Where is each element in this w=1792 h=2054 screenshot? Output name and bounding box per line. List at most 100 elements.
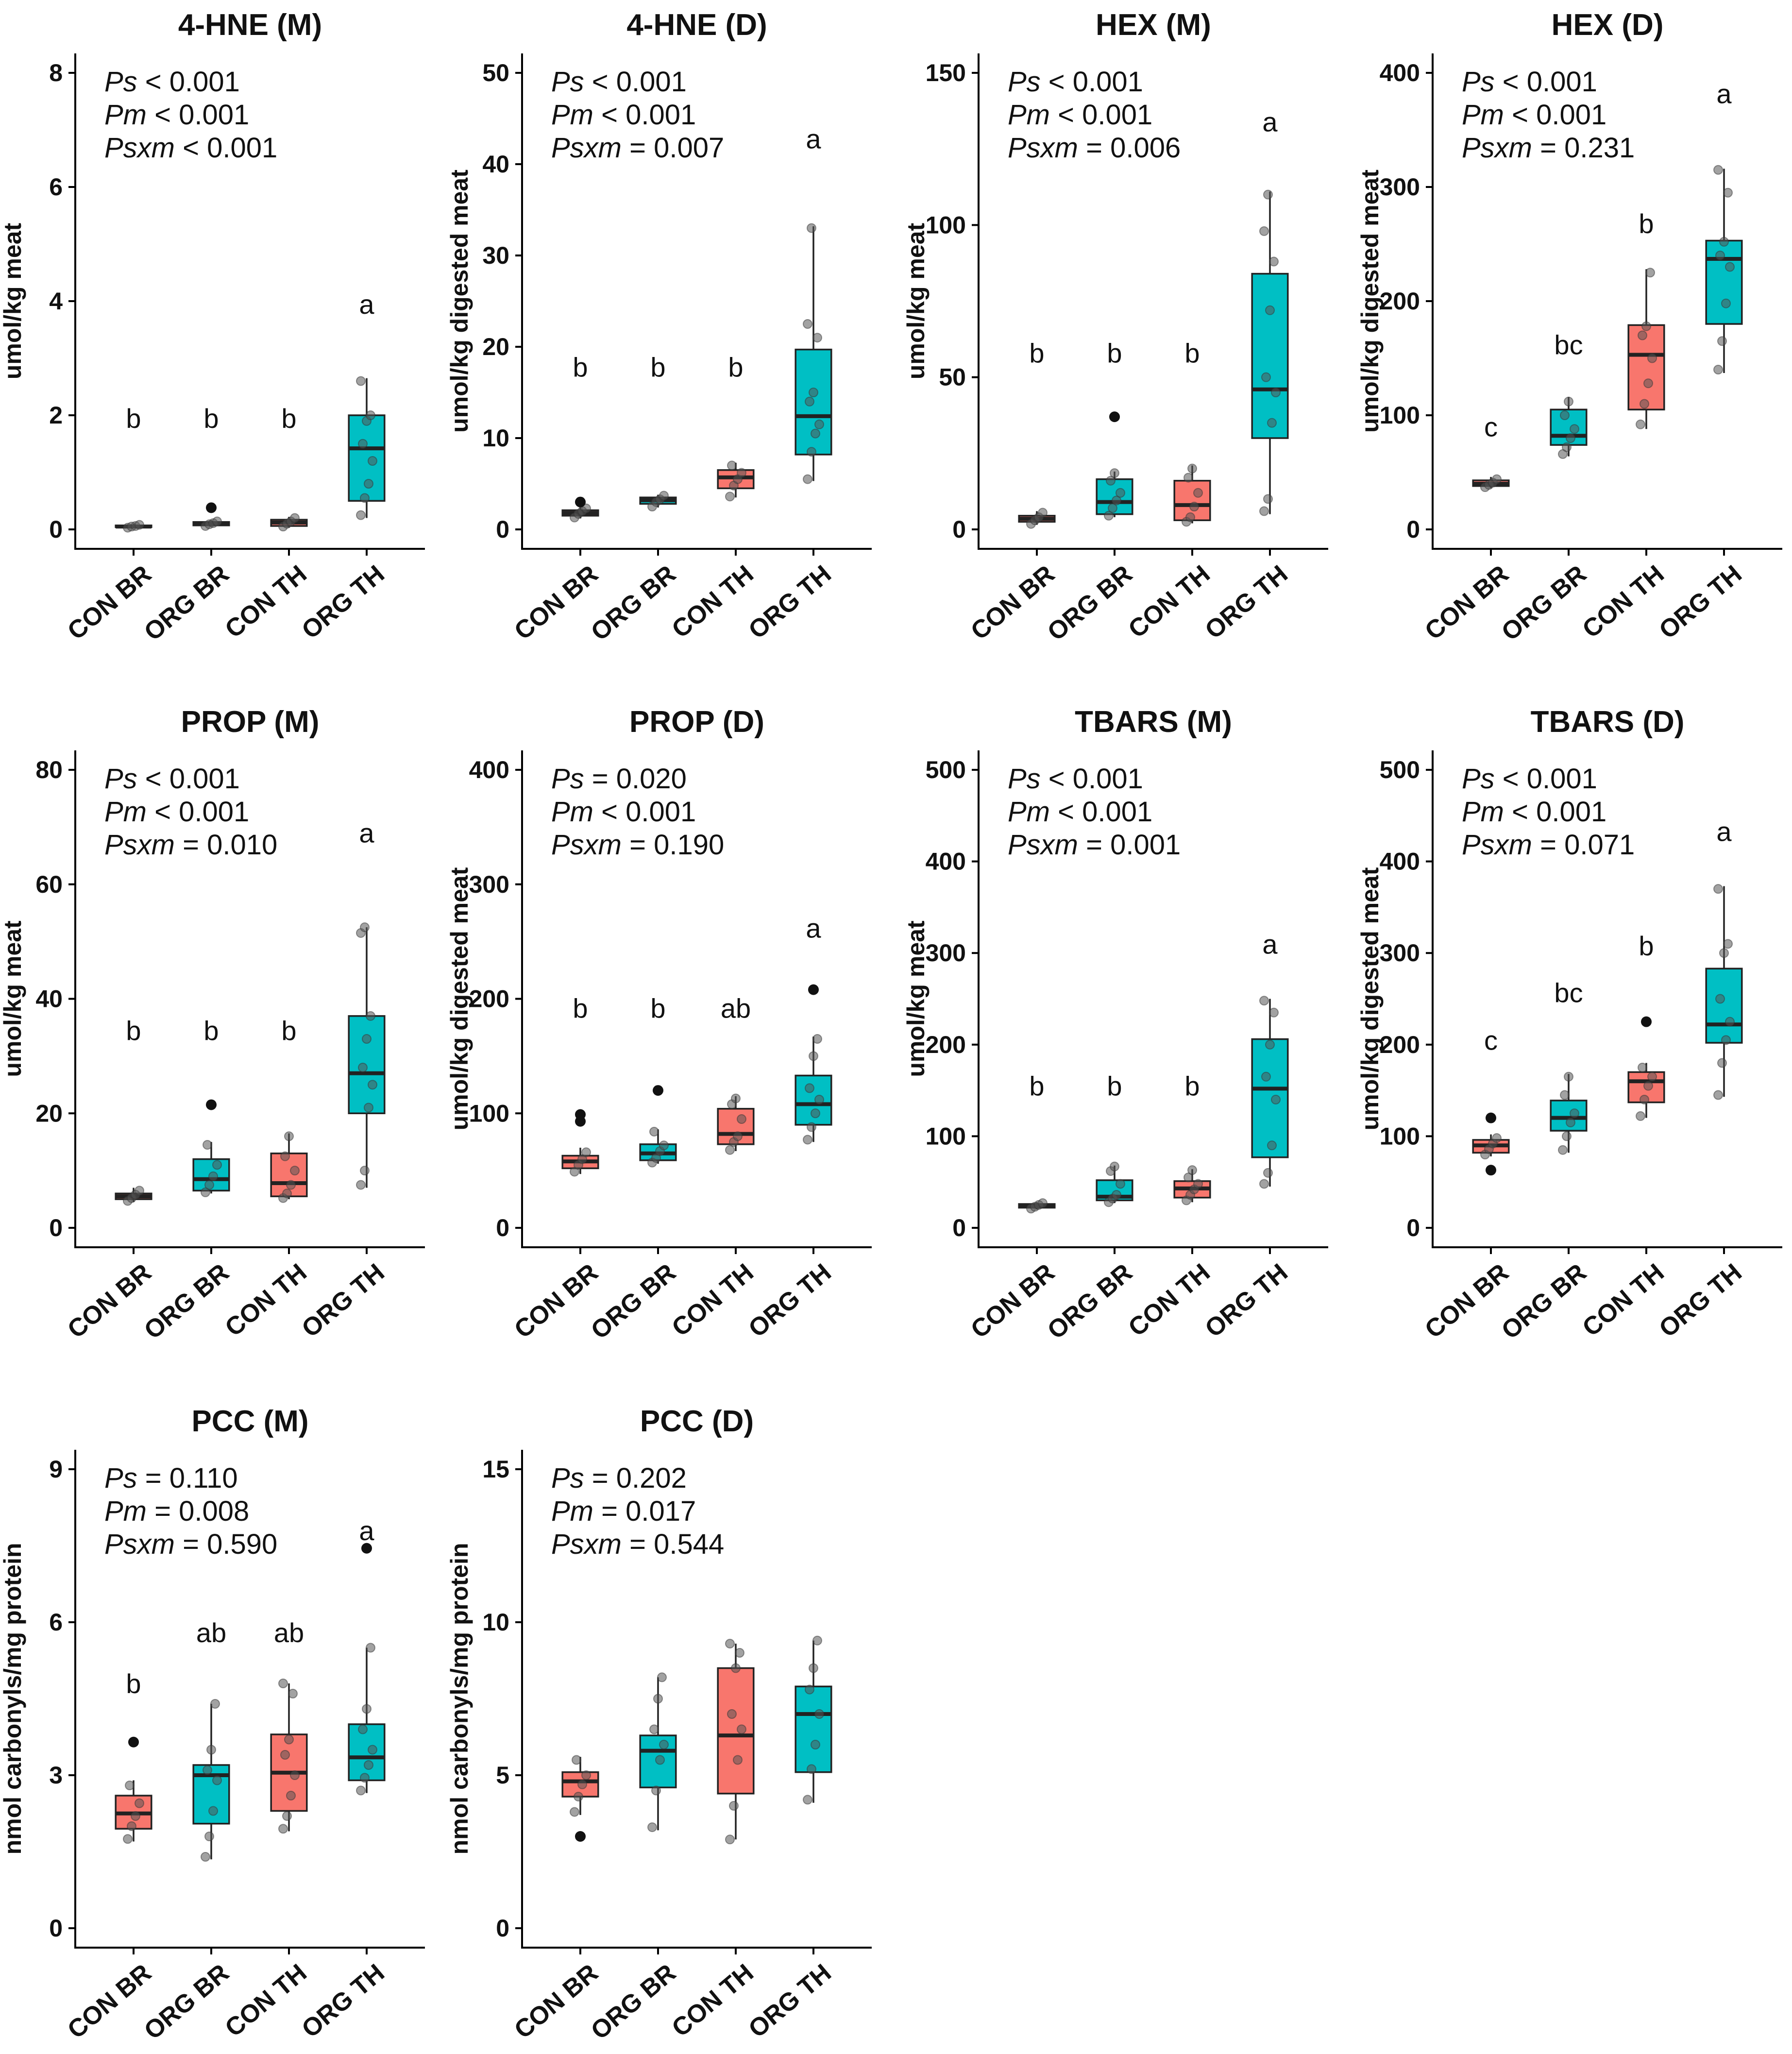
data-point	[1638, 330, 1647, 340]
data-point	[1263, 494, 1273, 504]
y-tick-label: 300	[926, 939, 966, 967]
data-point	[581, 1770, 591, 1780]
p-value-text: Psxm = 0.544	[551, 1528, 724, 1560]
outlier-point	[1109, 411, 1120, 423]
data-point	[1038, 1198, 1048, 1208]
y-tick-label: 0	[49, 1915, 63, 1942]
y-tick-label: 300	[1380, 173, 1420, 201]
p-value-text: Psxm = 0.006	[1008, 132, 1181, 164]
p-value-text: Ps < 0.001	[104, 66, 240, 98]
data-point	[1647, 353, 1657, 363]
box-group: bc	[1550, 977, 1588, 1155]
p-value-text: Psxm = 0.010	[104, 829, 277, 861]
data-point	[814, 1709, 824, 1719]
p-value-text: Pm < 0.001	[1008, 99, 1152, 131]
y-tick-label: 15	[482, 1456, 509, 1483]
significance-letter: ab	[196, 1617, 226, 1648]
data-point	[1725, 262, 1735, 272]
data-point	[135, 520, 144, 530]
x-tick-label: CON BR	[965, 560, 1060, 645]
box-group: a	[348, 818, 386, 1190]
data-point	[814, 1094, 824, 1104]
box-group: a	[348, 1515, 386, 1796]
box-group: b	[1173, 1071, 1211, 1205]
outlier-point	[575, 496, 586, 508]
p-value-text: Pm < 0.001	[1008, 796, 1152, 828]
data-point	[1725, 1017, 1735, 1027]
p-value-label: Ps	[1008, 66, 1041, 98]
data-point	[1116, 1179, 1125, 1189]
x-tick-label: ORG BR	[586, 1258, 681, 1345]
x-tick-label: ORG TH	[1654, 560, 1747, 645]
significance-letter: b	[1107, 338, 1122, 369]
p-value-label: Psxm	[104, 1528, 175, 1560]
y-tick-label: 0	[952, 1214, 966, 1241]
axis-lines	[978, 53, 1328, 550]
chart-panel: PCC (D) 0 5 10 15 nmol carbonyls/mg protein CO…	[446, 1405, 872, 2045]
box-group: a	[1251, 929, 1289, 1189]
data-point	[366, 1011, 375, 1021]
p-value-text: Pm < 0.001	[104, 99, 249, 131]
significance-letter: a	[1716, 78, 1732, 109]
data-point	[807, 1122, 816, 1132]
p-value-result: = 0.006	[1078, 132, 1181, 164]
p-value-text: Pm = 0.017	[551, 1495, 696, 1527]
data-point	[647, 1822, 657, 1833]
p-value-text: Psxm = 0.190	[551, 829, 724, 861]
p-value-text: Psxm = 0.231	[1462, 132, 1635, 164]
p-value-text: Ps < 0.001	[1008, 763, 1143, 795]
p-value-text: Ps = 0.110	[104, 1462, 238, 1494]
p-value-text: Ps < 0.001	[1462, 66, 1597, 98]
data-point	[278, 1679, 288, 1688]
y-axis-label: nmol carbonyls/mg protein	[446, 1543, 473, 1855]
p-value-label: Ps	[551, 1462, 584, 1494]
data-point	[208, 1171, 218, 1181]
data-point	[735, 1648, 744, 1658]
data-point	[1267, 1140, 1277, 1151]
y-tick-label: 50	[482, 59, 509, 86]
data-point	[360, 1773, 370, 1783]
x-tick-label: CON BR	[62, 560, 156, 645]
y-tick-label: 0	[496, 516, 509, 543]
y-tick-label: 8	[49, 59, 63, 86]
data-point	[803, 319, 812, 329]
y-tick-label: 0	[1406, 516, 1420, 543]
axis-lines	[1432, 53, 1782, 550]
significance-letter: b	[650, 352, 665, 382]
x-tick-label: ORG TH	[744, 1959, 837, 2043]
p-value-result: < 0.001	[1041, 763, 1143, 795]
data-point	[358, 1724, 368, 1734]
x-tick-label: CON BR	[62, 1258, 156, 1344]
y-axis-label: umol/kg digested meat	[446, 867, 473, 1130]
box-group	[795, 1635, 832, 1805]
significance-letter: a	[806, 913, 821, 943]
significance-letter: b	[281, 403, 296, 434]
p-value-result: < 0.001	[1495, 763, 1597, 795]
y-tick-label: 200	[926, 1031, 966, 1058]
data-point	[649, 1126, 659, 1137]
p-value-label: Pm	[1008, 796, 1050, 828]
data-point	[1566, 1118, 1575, 1128]
data-point	[286, 1791, 296, 1800]
significance-letter: ab	[274, 1617, 304, 1648]
p-value-label: Pm	[104, 1495, 147, 1527]
data-point	[814, 419, 824, 429]
x-tick-label: ORG BR	[139, 1258, 235, 1345]
x-tick-label: ORG TH	[1200, 1258, 1293, 1343]
data-point	[1721, 1035, 1731, 1045]
p-value-label: Psxm	[1008, 829, 1078, 861]
p-value-label: Ps	[1008, 763, 1041, 795]
chart-panel: 4-HNE (D) 0 10 20 30 40 50 umol/kg digested mea…	[446, 8, 872, 646]
data-point	[1640, 399, 1649, 409]
box-group: b	[1096, 338, 1133, 521]
box-group	[717, 1639, 755, 1845]
y-tick-label: 6	[49, 173, 63, 201]
data-point	[356, 510, 366, 520]
data-point	[1038, 508, 1048, 518]
significance-letter: b	[573, 352, 588, 382]
x-tick-label: ORG BR	[139, 560, 235, 646]
y-tick-label: 150	[926, 59, 966, 86]
x-tick-label: ORG BR	[1042, 560, 1138, 646]
y-tick-label: 9	[49, 1456, 63, 1483]
